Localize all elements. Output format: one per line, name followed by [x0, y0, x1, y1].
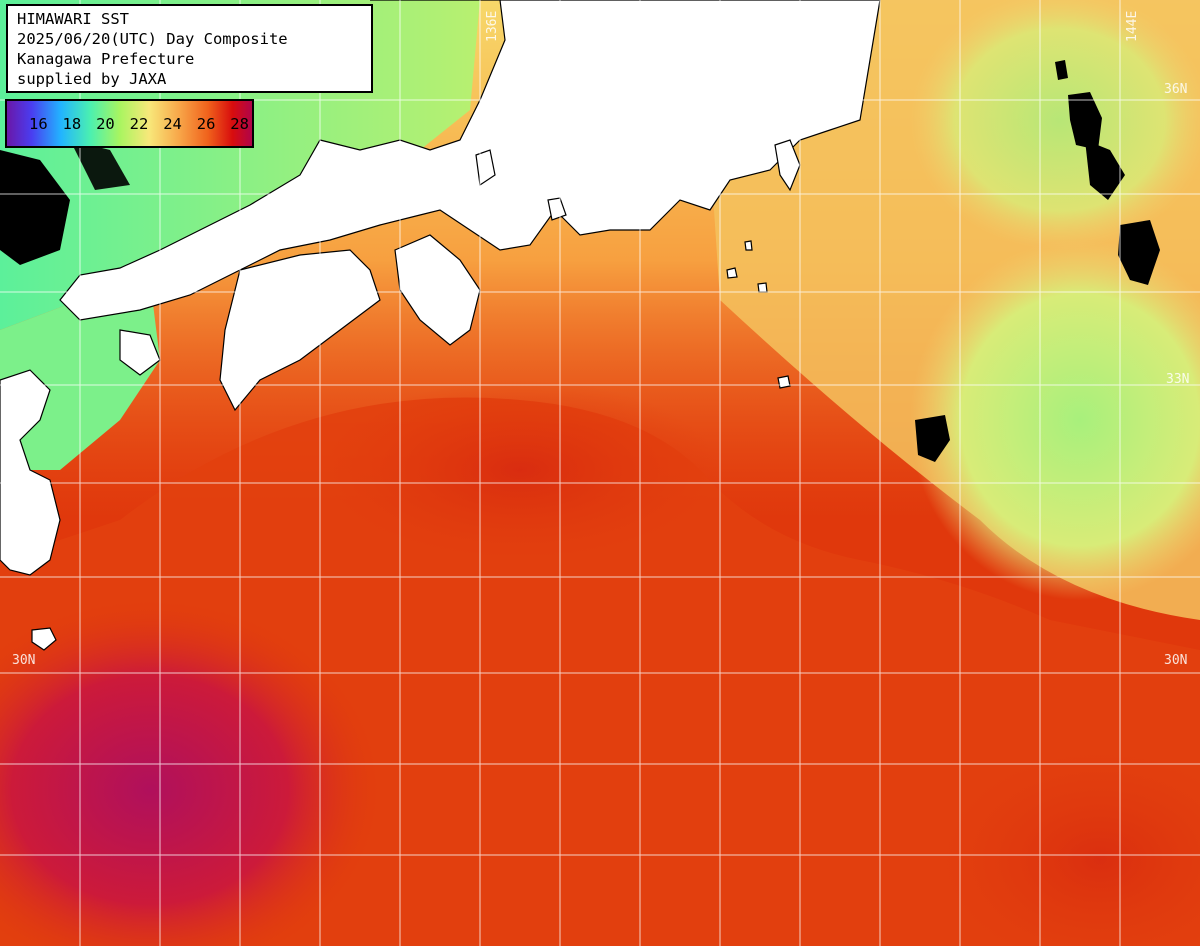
- land: [0, 0, 881, 651]
- title-line-3: Kanagawa Prefecture: [17, 50, 195, 68]
- title-line-1: HIMAWARI SST: [17, 10, 129, 28]
- hot-water-southeast: [940, 750, 1200, 946]
- hot-water-southwest: [0, 600, 380, 946]
- temperature-legend: 16 18 20 22 24 26 28: [5, 99, 254, 148]
- cloud-mask: [0, 60, 1160, 462]
- title-line-4: supplied by JAXA: [17, 70, 167, 88]
- legend-label-24: 24: [163, 115, 182, 133]
- grid-label-30n-left: 30N: [12, 653, 36, 668]
- grid-label-144e: 144E: [1125, 10, 1140, 42]
- ocean-cool-patch: [910, 240, 1200, 600]
- legend-label-18: 18: [62, 115, 82, 133]
- warm-core: [320, 380, 720, 560]
- legend-label-22: 22: [129, 115, 149, 133]
- legend-label-26: 26: [196, 115, 216, 133]
- legend-label-28: 28: [230, 115, 249, 133]
- legend-label-16: 16: [29, 115, 48, 133]
- grid-label-36n: 36N: [1164, 82, 1188, 97]
- legend-labels: 16 18 20 22 24 26 28: [29, 115, 249, 133]
- ocean-cool-patch-north: [910, 0, 1200, 250]
- legend-label-20: 20: [96, 115, 115, 133]
- title-box: HIMAWARI SST 2025/06/20(UTC) Day Composi…: [6, 4, 373, 93]
- grid-label-30n-right: 30N: [1164, 653, 1188, 668]
- grid-label-136e: 136E: [485, 10, 500, 42]
- grid-label-33n: 33N: [1166, 372, 1190, 387]
- title-line-2: 2025/06/20(UTC) Day Composite: [17, 30, 288, 48]
